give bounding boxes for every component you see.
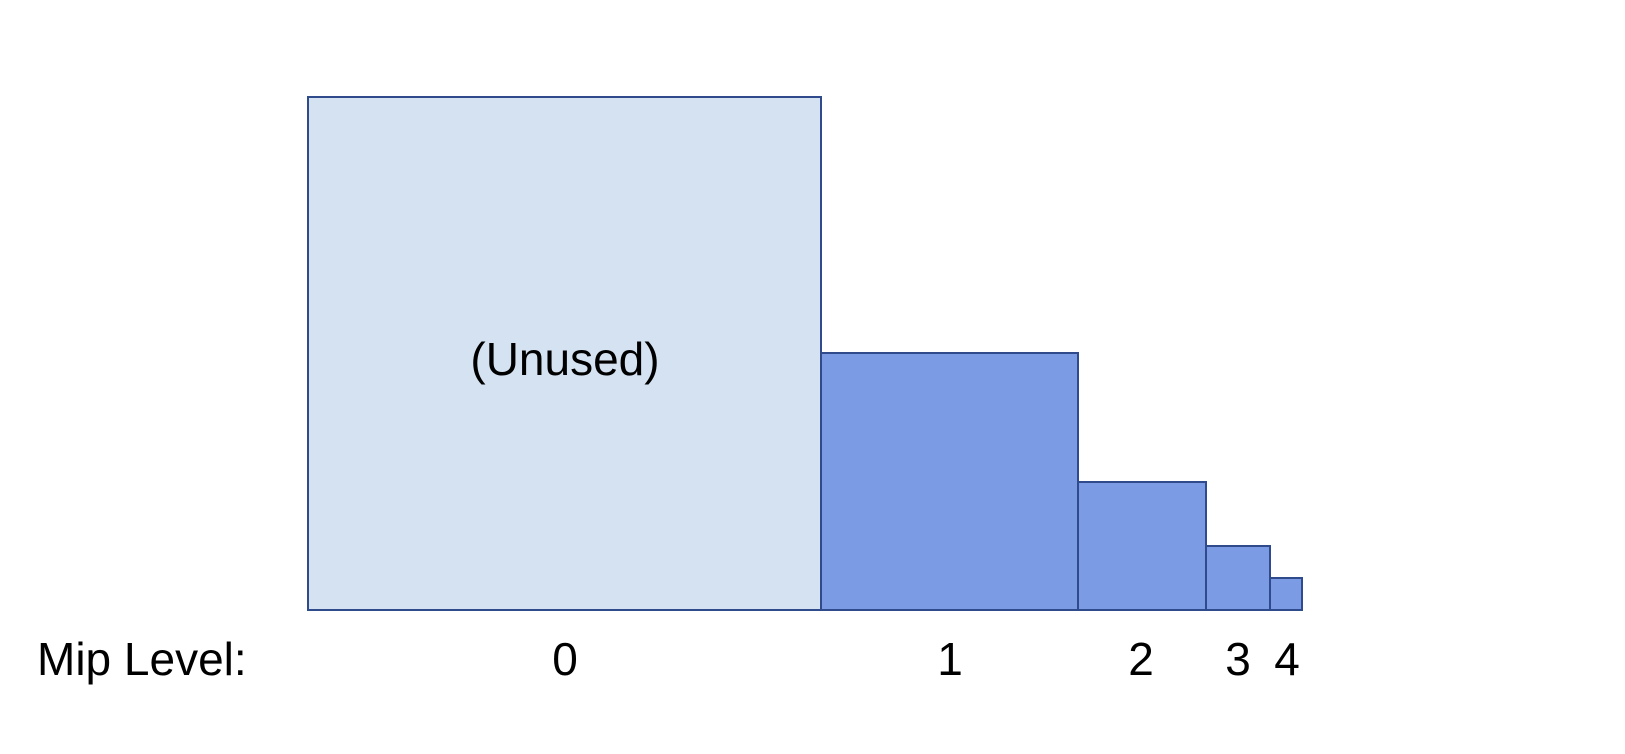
mip-level-0-rect [307, 96, 822, 611]
level-label-2: 2 [1128, 633, 1154, 685]
mip-level-3-rect [1205, 545, 1271, 611]
level-label-1: 1 [937, 633, 963, 685]
level-label-4: 4 [1274, 633, 1300, 685]
level-label-0: 0 [552, 633, 578, 685]
mip-level-row-label: Mip Level: [37, 633, 247, 685]
unused-label: (Unused) [470, 333, 660, 385]
mip-level-2-rect [1077, 481, 1207, 611]
level-label-3: 3 [1225, 633, 1251, 685]
mip-level-1-rect [820, 352, 1079, 611]
mip-level-4-rect [1269, 577, 1303, 611]
